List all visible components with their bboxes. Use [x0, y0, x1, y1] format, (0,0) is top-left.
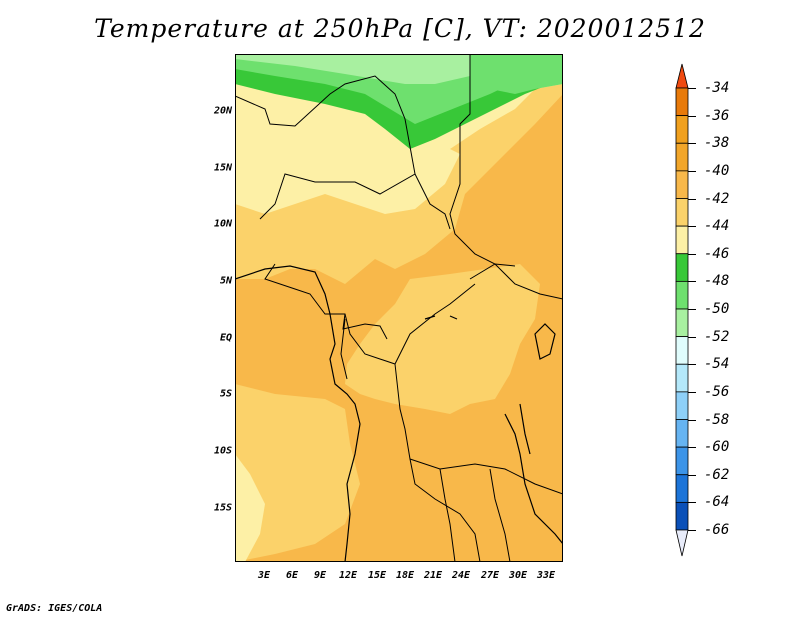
coastline — [235, 265, 563, 562]
colorbar-segment — [675, 308, 689, 338]
colorbar-label: -66 — [704, 522, 730, 538]
colorbar-segment — [675, 280, 689, 310]
colorbar-label: -56 — [704, 383, 730, 400]
lat-label-20n: 20N — [213, 105, 232, 117]
colorbar-tick — [688, 226, 696, 228]
lat-label-5n: 5N — [219, 275, 232, 287]
colorbar-tick — [688, 198, 696, 200]
colorbar-segment — [675, 501, 689, 531]
lat-label-15n: 15N — [213, 162, 232, 174]
lon-label-3e: 3E — [257, 570, 271, 581]
lon-label-6e: 6E — [285, 570, 299, 581]
colorbar — [675, 63, 689, 557]
lon-label-9e: 9E — [313, 570, 327, 581]
colorbar-segment — [675, 336, 689, 365]
lat-label-10n: 10N — [213, 218, 232, 230]
band-minus-40-south-west — [235, 384, 360, 562]
colorbar-label: -46 — [704, 245, 730, 262]
colorbar-top-arrow — [675, 63, 689, 89]
lon-label-15e: 15E — [367, 570, 387, 581]
lat-label-15s: 15S — [213, 502, 232, 514]
colorbar-label: -50 — [704, 301, 730, 317]
colorbar-tick — [688, 336, 696, 338]
colorbar-segment — [675, 419, 689, 448]
colorbar-tick — [688, 419, 696, 421]
lon-label-24e: 24E — [451, 570, 471, 581]
band-minus-46-northeast — [470, 54, 563, 94]
colorbar-segment — [675, 474, 689, 503]
country-borders — [235, 54, 563, 562]
colorbar-tick — [688, 530, 696, 531]
colorbar-label: -36 — [704, 107, 730, 124]
colorbar-segment — [675, 225, 689, 255]
map-border — [235, 54, 563, 562]
colorbar-tick — [688, 364, 696, 366]
colorbar-tick — [688, 502, 696, 504]
lat-label-eq: EQ — [219, 332, 232, 344]
band-minus-40-center — [345, 264, 540, 414]
colorbar-segment — [675, 391, 689, 420]
colorbar-segment — [675, 115, 689, 144]
temperature-map — [235, 54, 563, 562]
colorbar-label: -52 — [704, 328, 730, 345]
colorbar-tick — [688, 391, 696, 393]
colorbar-tick — [688, 474, 696, 476]
lon-label-12e: 12E — [338, 570, 358, 581]
grads-credit: GrADS: IGES/COLA — [6, 603, 103, 614]
lon-label-30e: 30E — [508, 570, 528, 581]
colorbar-tick — [688, 281, 696, 283]
band-minus-48 — [235, 54, 470, 84]
colorbar-label: -48 — [704, 273, 730, 290]
lat-label-5s: 5S — [219, 388, 232, 400]
colorbar-tick — [688, 143, 696, 145]
colorbar-tick — [688, 253, 696, 255]
colorbar-segment — [675, 446, 689, 476]
colorbar-label: -44 — [704, 218, 730, 235]
colorbar-label: -64 — [704, 494, 730, 511]
colorbar-segment — [675, 142, 689, 172]
colorbar-label: -40 — [704, 162, 730, 179]
lon-label-33e: 33E — [536, 570, 556, 581]
map-title: Temperature at 250hPa [C], VT: 202001251… — [94, 14, 706, 43]
colorbar-label: -34 — [704, 80, 730, 96]
colorbar-segment — [675, 170, 689, 199]
colorbar-tick — [688, 309, 696, 310]
lat-label-10s: 10S — [213, 445, 232, 457]
lon-label-27e: 27E — [480, 570, 500, 581]
colorbar-label: -42 — [704, 190, 730, 207]
lon-label-21e: 21E — [423, 570, 443, 581]
colorbar-segment — [675, 198, 689, 227]
colorbar-label: -38 — [704, 135, 730, 152]
colorbar-label: -62 — [704, 466, 730, 483]
lon-label-18e: 18E — [395, 570, 415, 581]
colorbar-tick — [688, 170, 696, 172]
colorbar-segment — [675, 363, 689, 393]
colorbar-tick — [688, 447, 696, 449]
colorbar-label: -60 — [704, 439, 730, 456]
colorbar-segment — [675, 87, 689, 117]
colorbar-tick — [688, 88, 696, 89]
colorbar-segment — [675, 253, 689, 282]
colorbar-label: -58 — [704, 411, 730, 428]
colorbar-label: -54 — [704, 356, 730, 373]
colorbar-bottom-arrow — [675, 529, 689, 557]
colorbar-tick — [688, 115, 696, 117]
band-minus-42-west — [235, 454, 265, 562]
